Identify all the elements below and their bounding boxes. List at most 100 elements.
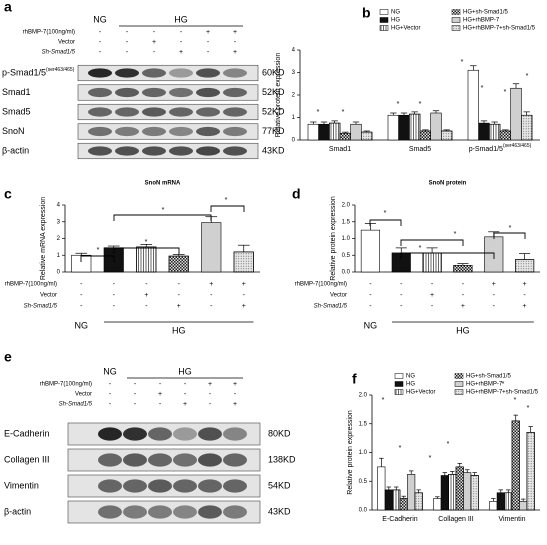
band-label: Smad1 [2, 87, 31, 97]
bar [463, 472, 472, 511]
band-label: SnoN [2, 126, 25, 136]
y-tick-label: 4 [57, 203, 61, 209]
treatment-mark: + [523, 303, 527, 310]
treatment-mark: + [242, 281, 246, 288]
bar [377, 466, 386, 511]
treatment-label: Sh-Smad1/5 [59, 402, 93, 408]
legend-label: HG+sh-Smad1/5 [463, 10, 509, 16]
blot-band [196, 126, 220, 137]
blot-band [223, 68, 247, 78]
significance-mark: * [382, 397, 385, 404]
y-tick-label: 4 [292, 48, 296, 54]
significance-mark: * [419, 101, 422, 108]
legend-label: HG [406, 382, 415, 388]
bar-pattern [511, 420, 520, 511]
treatment-label: Vector [58, 40, 75, 46]
treatment-mark: - [153, 29, 156, 36]
bar-pattern [489, 123, 501, 141]
treatment-mark: - [207, 39, 210, 46]
blot-band [115, 126, 139, 137]
treatment-mark: - [134, 391, 137, 398]
blot-band [173, 505, 197, 519]
significance-mark: * [526, 73, 529, 80]
blot-band [223, 126, 247, 137]
bar [307, 123, 319, 141]
treatment-mark: - [431, 303, 434, 310]
significance-mark: * [97, 247, 100, 254]
significance-mark: * [145, 239, 148, 246]
group-label: HG [172, 325, 186, 335]
y-tick-label: 0.5 [359, 479, 368, 485]
panel-letter: a [4, 0, 12, 15]
bar-pattern [329, 122, 341, 141]
legend-swatch [394, 373, 404, 379]
legend-swatch-pattern [380, 25, 388, 31]
band-label: p-Smad1/5(ser463/465) [2, 67, 75, 77]
treatment-mark: - [207, 49, 210, 56]
treatment-mark: - [400, 303, 403, 310]
bar-pattern [422, 252, 442, 273]
blot-band [223, 479, 247, 493]
bar-pattern [339, 132, 351, 141]
bar [519, 501, 528, 511]
treatment-mark: + [206, 29, 210, 36]
treatment-mark: + [523, 281, 527, 288]
band-label: β-actin [2, 145, 29, 155]
treatment-mark: + [233, 29, 237, 36]
band-superscript: (ser463/465) [46, 67, 75, 73]
treatment-mark: + [430, 292, 434, 299]
band-size: 77KD [262, 126, 285, 136]
blot-band [123, 479, 147, 493]
legend-swatch-pattern [455, 373, 463, 379]
treatment-mark: + [233, 401, 237, 408]
blot-band [142, 107, 166, 117]
y-tick-label: 1 [57, 253, 61, 259]
band-label: Vimentin [4, 480, 39, 490]
bar [350, 123, 362, 141]
significance-mark: * [461, 59, 464, 66]
blot-band [98, 427, 122, 441]
treatment-mark: - [159, 401, 162, 408]
treatment-mark: - [369, 303, 372, 310]
legend-label: HG+rhBMP-7 [466, 382, 503, 388]
legend-label: HG+rhBMP-7+sh-Smad1/5 [466, 390, 539, 396]
bar-pattern [399, 498, 408, 511]
blot-band [198, 453, 222, 467]
y-tick-label: 0.5 [342, 253, 351, 259]
y-tick-label: 1.5 [342, 219, 351, 225]
panel-letter: c [4, 186, 12, 202]
band-size: 43KD [268, 506, 291, 516]
treatment-mark: + [183, 401, 187, 408]
blot-band [223, 427, 247, 441]
legend-label: NG [406, 374, 415, 380]
legend-swatch-pattern [452, 9, 460, 15]
band-size: 52KD [262, 106, 285, 116]
bar [318, 123, 330, 141]
blot-band [169, 87, 193, 98]
bar-pattern [455, 466, 464, 511]
treatment-mark: - [178, 292, 181, 299]
treatment-mark: - [113, 281, 116, 288]
blot-band [142, 126, 166, 137]
significance-mark: * [454, 231, 457, 238]
y-tick-label: 1 [292, 115, 296, 121]
treatment-mark: - [134, 381, 137, 388]
treatment-mark: - [462, 281, 465, 288]
treatment-label: rhBMP-7(100ng/ml) [23, 30, 75, 36]
treatment-mark: - [180, 29, 183, 36]
bar-pattern [526, 432, 535, 511]
blot-band [198, 505, 222, 519]
bar-pattern [504, 492, 513, 511]
treatment-mark: + [144, 292, 148, 299]
y-axis-label: Relative protein expression [347, 410, 354, 495]
blot-band [223, 87, 247, 98]
chart-title: SnoN protein [429, 181, 467, 187]
treatment-label: rhBMP-7(100ng/ml) [5, 282, 57, 288]
bar-pattern [441, 130, 453, 141]
significance-mark: * [399, 445, 402, 452]
treatment-mark: + [179, 49, 183, 56]
treatment-mark: - [99, 49, 102, 56]
legend-label: HG+rhBMP-7 [463, 18, 500, 24]
blot-band [148, 453, 172, 467]
y-tick-label: 1.0 [342, 236, 351, 242]
